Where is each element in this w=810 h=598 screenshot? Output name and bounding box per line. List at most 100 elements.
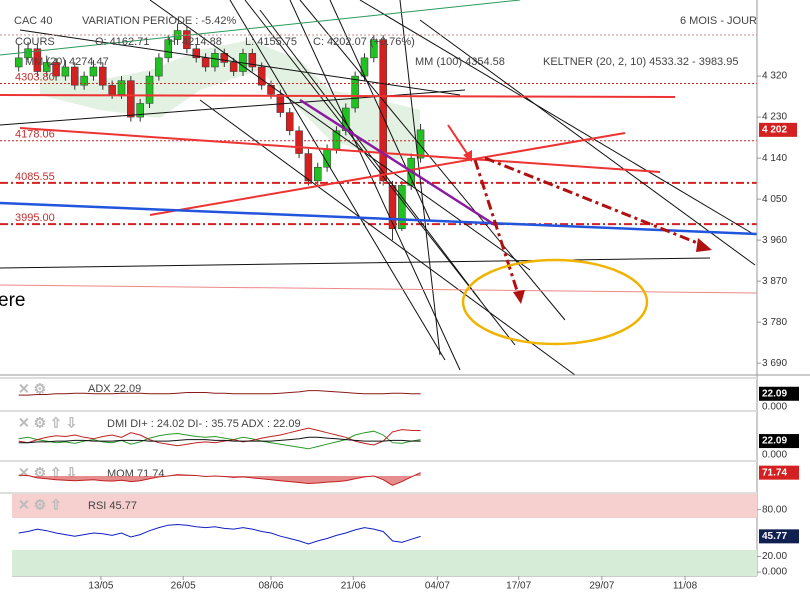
panel-sep bbox=[0, 377, 757, 379]
title: CAC 40 bbox=[14, 15, 53, 27]
x-tick-label: 11/08 bbox=[673, 581, 698, 592]
candle-body bbox=[332, 130, 341, 150]
level-label: 4085.55 bbox=[15, 171, 55, 183]
rsi-value: 45.77 bbox=[109, 500, 137, 512]
rsi-line bbox=[18, 523, 421, 545]
candle-body bbox=[117, 80, 126, 95]
overlay-legend: KELTNER (20, 2, 10) 4533.32 - 3983.95 bbox=[543, 56, 738, 68]
level-label: 4303.80 bbox=[15, 71, 55, 83]
dmi-label: DMI DI+ : 24.02 DI- : 35.75 ADX : 22.09 bbox=[107, 418, 301, 430]
candle-body bbox=[192, 48, 201, 59]
level-label: 3995.00 bbox=[15, 212, 55, 224]
panel-sep bbox=[0, 492, 757, 494]
info-text: H: 4214.88 bbox=[168, 36, 222, 48]
info-text: C: 4202.07 (+0.76%) bbox=[313, 36, 415, 48]
dmi-value: 35.75 bbox=[211, 418, 239, 430]
rsi-oversold-zone bbox=[12, 550, 757, 576]
x-tick-label: 08/06 bbox=[259, 581, 284, 592]
dmi-series-name: DI+ : bbox=[130, 418, 154, 430]
value-box bbox=[759, 529, 799, 544]
value-box bbox=[759, 434, 799, 449]
candles bbox=[14, 23, 425, 241]
y-tick-label: 4 050 bbox=[762, 194, 787, 205]
candle-body bbox=[295, 130, 303, 154]
x-tick-label: 29/07 bbox=[589, 581, 614, 592]
rsi-label: RSI 45.77 bbox=[88, 500, 137, 512]
adx-name: ADX bbox=[88, 383, 111, 395]
y-tick-label: 3 690 bbox=[762, 358, 787, 369]
dmi-name: DMI bbox=[107, 418, 127, 430]
candle-body bbox=[314, 166, 322, 182]
candle-body bbox=[61, 66, 70, 77]
band-shade bbox=[40, 40, 420, 160]
candle-body bbox=[33, 48, 42, 72]
panel-sep bbox=[0, 460, 757, 462]
adx-value: 22.09 bbox=[114, 383, 142, 395]
svg-text:✕ ⚙: ✕ ⚙ bbox=[18, 381, 46, 397]
candle-body bbox=[229, 62, 238, 72]
value-box-label: 45.77 bbox=[762, 531, 787, 542]
dmi-series-name: ADX : bbox=[241, 418, 270, 430]
info-text: O: 4162.71 bbox=[95, 36, 149, 48]
value-box bbox=[759, 386, 799, 401]
y-tick-label: 4 230 bbox=[762, 112, 787, 123]
adx-line bbox=[18, 390, 421, 396]
candle-body bbox=[14, 57, 23, 68]
candle-body bbox=[304, 153, 313, 182]
adx-label: ADX 22.09 bbox=[88, 383, 141, 395]
candle-body bbox=[80, 75, 88, 86]
trend-lines bbox=[0, 0, 756, 376]
period: 6 MOIS - JOUR bbox=[680, 15, 757, 27]
dmi-line bbox=[18, 436, 421, 444]
rsi-tick-label: 0.000 bbox=[762, 567, 787, 578]
info-text: L: 4155.75 bbox=[245, 36, 297, 48]
x-tick-label: 04/07 bbox=[425, 581, 450, 592]
colored-lines bbox=[0, 0, 758, 346]
value-box bbox=[759, 465, 799, 480]
mom-area bbox=[18, 472, 421, 486]
candle-body bbox=[164, 39, 172, 59]
candle-body bbox=[52, 62, 60, 77]
y-tick-label: 3 780 bbox=[762, 317, 787, 328]
candle-body bbox=[351, 75, 359, 109]
last-price-box bbox=[759, 122, 797, 137]
rsi-tick-label: 20.00 bbox=[762, 551, 787, 562]
value-box-label: 22.09 bbox=[762, 436, 787, 447]
panel-sep bbox=[0, 410, 757, 412]
zero-label: 0.000 bbox=[762, 450, 787, 461]
candle-body bbox=[248, 53, 257, 68]
rsi-name: RSI bbox=[88, 500, 106, 512]
dmi-series-name: DI- : bbox=[187, 418, 208, 430]
last-price-label: 4 202 bbox=[762, 125, 787, 136]
x-tick-label: 26/05 bbox=[171, 581, 196, 592]
overlay-legend: MM (20) 4274.47 bbox=[25, 56, 109, 68]
candle-body bbox=[108, 84, 116, 95]
candle-body bbox=[285, 112, 294, 132]
rsi-tick-label: 80.00 bbox=[762, 504, 787, 515]
candle-body bbox=[379, 39, 387, 182]
candle-body bbox=[267, 84, 275, 95]
x-tick-label: 13/05 bbox=[88, 581, 113, 592]
zero-label: 0.000 bbox=[762, 402, 787, 413]
candle-body bbox=[183, 30, 191, 50]
x-tick-label: 21/06 bbox=[341, 581, 366, 592]
y-tick-label: 3 960 bbox=[762, 235, 787, 246]
level-label: 4178.06 bbox=[15, 129, 55, 141]
dmi-value: 22.09 bbox=[273, 418, 301, 430]
y-tick-label: 4 140 bbox=[762, 153, 787, 164]
info-text: COURS bbox=[15, 36, 55, 48]
y-tick-label: 4 320 bbox=[762, 71, 787, 82]
annotation: ere bbox=[0, 290, 25, 311]
candle-body bbox=[155, 57, 163, 77]
candle-body bbox=[416, 129, 425, 159]
value-box-label: 71.74 bbox=[762, 467, 787, 478]
overlay-legend: MM (100) 4354.58 bbox=[415, 56, 505, 68]
candle-body bbox=[201, 57, 210, 68]
candle-body bbox=[360, 57, 369, 77]
rsi-overbought-zone bbox=[12, 494, 757, 518]
mom-line bbox=[18, 472, 421, 486]
dmi-value: 24.02 bbox=[157, 418, 185, 430]
candle-body bbox=[211, 53, 219, 68]
candle-body bbox=[370, 39, 378, 59]
candle-body bbox=[89, 66, 98, 77]
